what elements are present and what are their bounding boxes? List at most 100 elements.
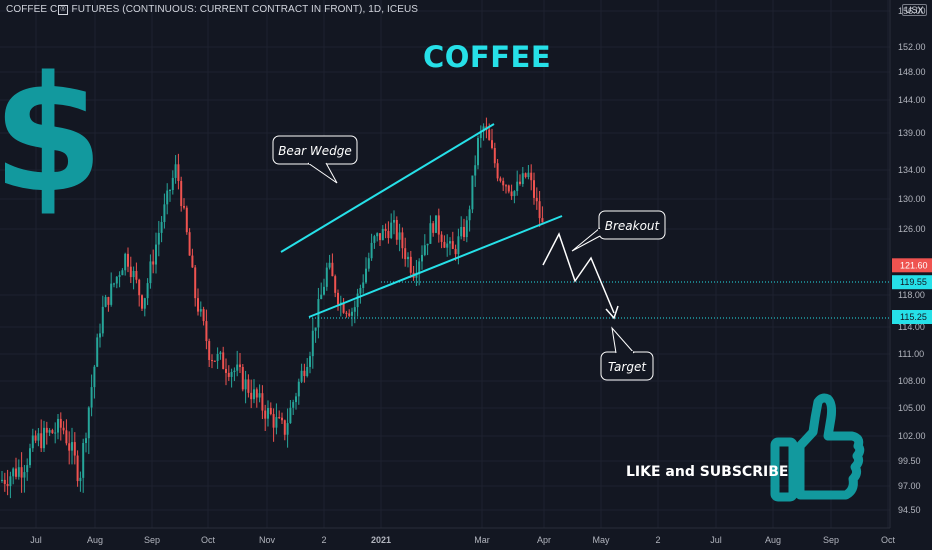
time-tick-label: Sep	[144, 535, 160, 545]
candle-body	[409, 256, 412, 273]
candle-body	[138, 279, 141, 296]
candle-body	[124, 253, 127, 271]
currency-button[interactable]: USX	[902, 4, 927, 16]
candle-body	[348, 313, 351, 316]
candle-body	[342, 302, 345, 313]
candle-body	[297, 381, 300, 397]
candle-body	[264, 410, 267, 419]
symbol-name-part1: COFFEE C	[6, 4, 58, 15]
price-badge-label: 121.60	[900, 260, 928, 270]
candle-body	[79, 477, 82, 482]
candle-body	[29, 448, 31, 466]
candle-body	[213, 360, 216, 362]
candle-body	[337, 292, 339, 305]
candle-body	[34, 435, 37, 441]
candle-body	[457, 236, 460, 255]
price-tick-label: 130.00	[898, 194, 926, 204]
callout-bear-wedge: Bear Wedge	[272, 135, 358, 184]
candle-body	[463, 226, 465, 238]
candle-body	[449, 241, 451, 244]
price-tick-label: 111.00	[898, 349, 924, 359]
callout-breakout: Breakout	[571, 210, 666, 252]
candle-body	[99, 333, 101, 338]
candle-body	[185, 207, 188, 233]
candle-body	[135, 270, 138, 280]
candle-body	[169, 190, 171, 192]
candle-body	[6, 483, 9, 487]
candle-body	[401, 232, 404, 249]
candle-body	[239, 364, 241, 368]
candle-body	[351, 311, 353, 316]
time-tick-label: Apr	[537, 535, 551, 545]
price-tick-label: 144.00	[898, 95, 926, 105]
drawings: Bear Wedge Breakout Target $	[0, 41, 890, 502]
candle-body	[222, 352, 225, 369]
candle-body	[482, 126, 485, 132]
candle-body	[194, 267, 197, 299]
candle-body	[365, 268, 367, 283]
candle-body	[244, 379, 247, 390]
price-tick-label: 97.00	[898, 481, 921, 491]
candle-body	[306, 366, 309, 377]
candle-body	[129, 266, 132, 278]
candle-body	[479, 131, 482, 139]
candle-body	[541, 218, 544, 223]
price-tick-label: 152.00	[898, 42, 926, 52]
candle-body	[65, 430, 68, 444]
price-tick-label: 139.00	[898, 128, 926, 138]
price-badge-label: 115.25	[900, 312, 927, 322]
candle-body	[90, 387, 93, 408]
candle-body	[474, 165, 477, 176]
candle-body	[488, 129, 491, 141]
candle-body	[513, 191, 516, 197]
candle-body	[82, 442, 85, 478]
candle-body	[519, 181, 521, 184]
candle-body	[219, 352, 222, 354]
candle-body	[43, 427, 45, 449]
candle-body	[59, 418, 62, 428]
price-tick-label: 148.00	[898, 67, 926, 77]
candle-body	[113, 283, 115, 285]
candle-body	[241, 367, 244, 390]
candle-body	[359, 287, 362, 294]
candle-body	[51, 430, 54, 434]
candle-body	[398, 232, 401, 240]
callout-target-label: Target	[608, 360, 647, 374]
candle-body	[454, 248, 457, 255]
candle-body	[376, 233, 379, 237]
candle-body	[155, 244, 157, 265]
candle-body	[314, 327, 317, 331]
grid	[0, 0, 890, 528]
candle-body	[292, 402, 295, 408]
candle-body	[160, 221, 163, 233]
candle-body	[121, 270, 124, 276]
price-tick-label: 156.00	[898, 6, 926, 16]
candle-body	[45, 427, 48, 433]
callout-bear-wedge-label: Bear Wedge	[278, 144, 352, 158]
time-tick-label: 2	[321, 535, 326, 545]
candle-body	[323, 286, 325, 295]
time-axis[interactable]: Jul Aug Sep Oct Nov 2 2021 Mar Apr May 2 Jul Aug Sep O…	[0, 527, 895, 545]
candle-body	[127, 253, 129, 267]
candle-body	[211, 360, 213, 362]
candle-body	[373, 236, 376, 243]
candle-body	[236, 364, 239, 371]
candle-body	[87, 407, 90, 439]
candle-body	[166, 190, 169, 205]
time-tick-label: Mar	[474, 535, 490, 545]
candle-body	[157, 232, 160, 245]
candle-body	[141, 295, 143, 309]
candle-body	[73, 442, 76, 456]
like-subscribe-text: LIKE and SUBSCRIBE	[626, 464, 789, 480]
candle-body	[171, 177, 174, 191]
candle-body	[152, 261, 155, 265]
candle-body	[521, 173, 524, 184]
candle-body	[443, 241, 446, 248]
candle-body	[110, 283, 113, 305]
candle-body	[437, 215, 440, 235]
candle-body	[309, 356, 311, 367]
candle-body	[146, 283, 149, 299]
price-axis[interactable]: 156.00 152.00 148.00 144.00 139.00 134.00 130.…	[889, 0, 932, 528]
candle-body	[465, 220, 468, 238]
